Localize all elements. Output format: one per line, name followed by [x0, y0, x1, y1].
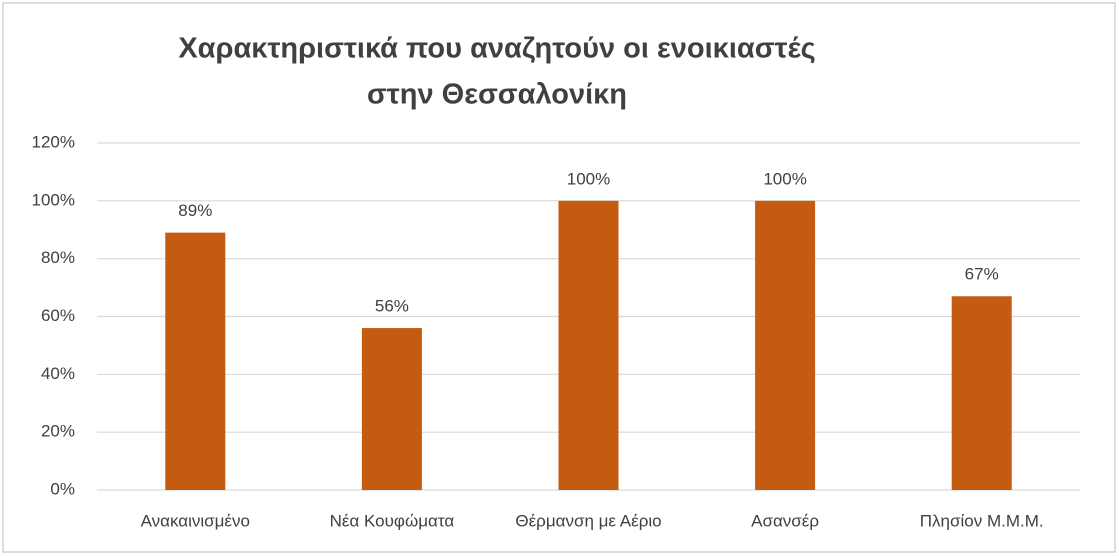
y-tick-label: 40%: [41, 364, 75, 383]
x-tick-label: Νέα Κουφώματα: [330, 511, 455, 530]
y-tick-label: 80%: [41, 248, 75, 267]
bar: [361, 328, 422, 490]
x-tick-label: Ασανσέρ: [751, 511, 819, 530]
value-label: 67%: [965, 265, 999, 284]
bar: [165, 232, 226, 490]
x-tick-label: Ανακαινισμένο: [141, 511, 250, 530]
bar: [755, 200, 816, 491]
chart-title: Χαρακτηριστικά που αναζητούν οι ενοικιασ…: [178, 33, 815, 65]
chart-title: στην Θεσσαλονίκη: [367, 79, 627, 111]
y-tick-label: 100%: [32, 190, 75, 209]
y-tick-label: 20%: [41, 422, 75, 441]
value-label: 100%: [567, 169, 610, 188]
value-label: 100%: [763, 169, 806, 188]
bar: [558, 200, 619, 491]
x-tick-label: Θέρμανση με Αέριο: [515, 511, 661, 530]
x-tick-label: Πλησίον Μ.Μ.Μ.: [920, 511, 1044, 530]
y-tick-label: 120%: [32, 132, 75, 151]
bar: [951, 296, 1012, 490]
value-label: 56%: [375, 297, 409, 316]
y-tick-label: 0%: [50, 479, 75, 498]
value-label: 89%: [178, 201, 212, 220]
y-tick-label: 60%: [41, 306, 75, 325]
